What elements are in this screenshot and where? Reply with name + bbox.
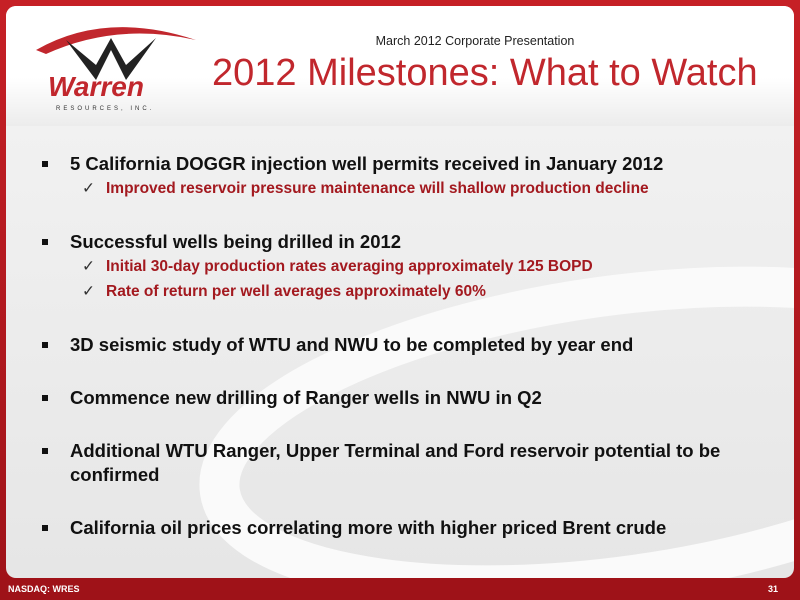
bullet: California oil prices correlating more w…: [6, 516, 794, 540]
logo-name: Warren: [48, 71, 144, 102]
bullet-group: 3D seismic study of WTU and NWU to be co…: [6, 333, 794, 357]
bullet-group: California oil prices correlating more w…: [6, 516, 794, 540]
page-number: 31: [767, 584, 778, 594]
bullet: Commence new drilling of Ranger wells in…: [6, 386, 794, 410]
bullet-group: Additional WTU Ranger, Upper Terminal an…: [6, 439, 794, 487]
bullet: 5 California DOGGR injection well permit…: [6, 152, 794, 176]
title: 2012 Milestones: What to Watch: [212, 52, 758, 94]
bullet-group: Successful wells being drilled in 2012In…: [6, 230, 794, 304]
sub-bullet: Improved reservoir pressure maintenance …: [6, 176, 794, 201]
bullet: Successful wells being drilled in 2012: [6, 230, 794, 254]
header: Warren RESOURCES, INC. March 2012 Corpor…: [6, 6, 794, 126]
logo: Warren RESOURCES, INC.: [36, 27, 196, 112]
bullet-group: Commence new drilling of Ranger wells in…: [6, 386, 794, 410]
bullet: Additional WTU Ranger, Upper Terminal an…: [6, 439, 794, 487]
bullet-group: 5 California DOGGR injection well permit…: [6, 152, 794, 201]
bullet-list: 5 California DOGGR injection well permit…: [6, 152, 794, 569]
slide-body: Warren RESOURCES, INC. March 2012 Corpor…: [6, 6, 794, 578]
ticker: NASDAQ: WRES: [8, 584, 80, 594]
sub-bullet: Initial 30-day production rates averagin…: [6, 254, 794, 279]
sub-bullet: Rate of return per well averages approxi…: [6, 279, 794, 304]
logo-subtitle: RESOURCES, INC.: [56, 106, 154, 112]
bullet: 3D seismic study of WTU and NWU to be co…: [6, 333, 794, 357]
subtitle: March 2012 Corporate Presentation: [375, 34, 575, 48]
footer: NASDAQ: WRES 31: [0, 578, 800, 600]
